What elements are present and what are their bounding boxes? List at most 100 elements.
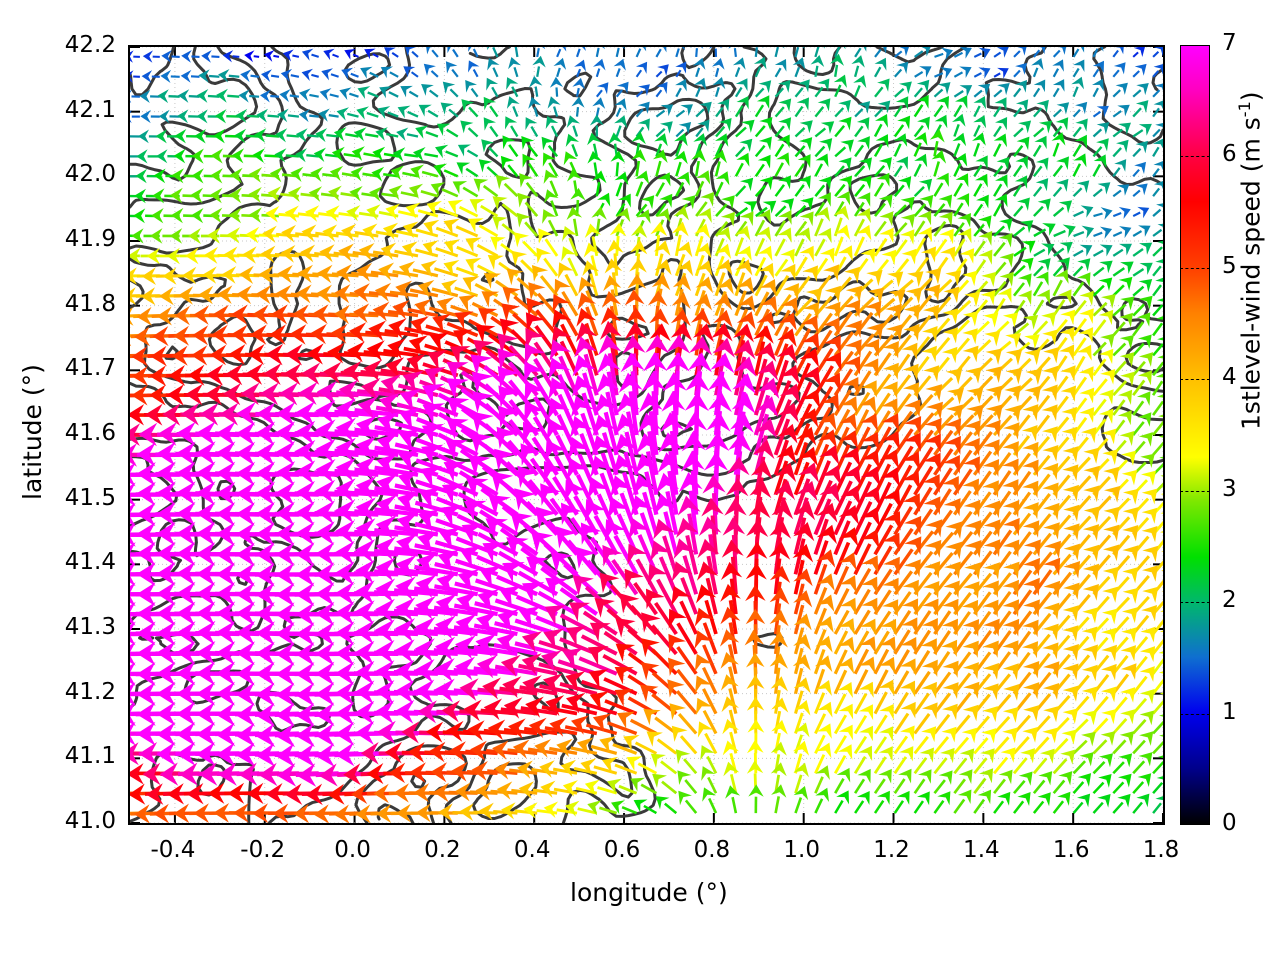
wind-arrow-head	[561, 246, 576, 262]
wind-arrow-shaft	[1112, 167, 1121, 177]
wind-arrow-head	[776, 344, 798, 364]
wind-arrow-head	[1153, 100, 1163, 110]
wind-arrow-shaft	[734, 105, 744, 118]
wind-arrow-head	[456, 162, 471, 175]
wind-arrow-head	[680, 451, 705, 472]
wind-arrow-shaft	[773, 343, 789, 376]
wind-arrow-head	[739, 138, 753, 152]
wind-arrow-head	[936, 96, 949, 110]
wind-arrow-head	[413, 147, 426, 162]
wind-arrow-shaft	[207, 94, 220, 98]
wind-arrow-head	[1098, 774, 1112, 788]
wind-arrow-head	[235, 582, 255, 607]
wind-arrow-shaft	[1052, 125, 1063, 138]
wind-arrow-head	[945, 541, 963, 560]
wind-arrow-head	[156, 701, 176, 726]
wind-arrow-shaft	[702, 644, 718, 675]
wind-arrow-head	[619, 593, 640, 614]
wind-arrow-shaft	[1072, 355, 1086, 377]
wind-arrow-shaft	[676, 646, 698, 675]
wind-arrow-shaft	[914, 50, 924, 58]
wind-arrow-head	[487, 47, 490, 51]
wind-arrow-shaft	[813, 498, 832, 536]
wind-arrow-head	[1098, 277, 1113, 291]
wind-arrow-shaft	[656, 738, 678, 755]
wind-arrow-head	[681, 47, 686, 51]
wind-arrow-head	[483, 117, 496, 131]
wind-arrow-head	[942, 476, 959, 495]
wind-arrow-head	[220, 402, 239, 426]
wind-arrow-shaft	[614, 763, 638, 775]
wind-arrow-shaft	[677, 713, 698, 735]
wind-arrow-shaft	[774, 125, 785, 138]
wind-arrow-head	[681, 431, 706, 452]
wind-arrow-head	[699, 101, 712, 115]
wind-arrow-head	[335, 581, 355, 606]
wind-arrow-shaft	[695, 201, 708, 217]
wind-arrow-shaft	[893, 691, 909, 715]
wind-arrow-shaft	[1132, 697, 1148, 715]
wind-arrow-head	[355, 518, 376, 543]
wind-arrow-head	[459, 545, 482, 568]
wind-arrow-head	[508, 718, 526, 739]
wind-arrow-head	[255, 285, 272, 305]
wind-arrow-head	[824, 301, 841, 320]
wind-arrow-head	[975, 155, 988, 169]
wind-arrow-shaft	[714, 237, 725, 257]
wind-arrow-head	[674, 133, 688, 147]
wind-arrow-shaft	[663, 511, 679, 555]
wind-arrow-shaft	[793, 422, 811, 456]
wind-arrow-head	[1118, 773, 1132, 788]
wind-arrow-head	[571, 395, 594, 418]
wind-arrow-head	[335, 540, 355, 565]
wind-arrow-head	[186, 783, 204, 805]
wind-arrow-head	[1062, 464, 1079, 482]
wind-arrow-head	[701, 766, 716, 781]
terrain-contour-line	[727, 259, 765, 295]
wind-arrow-head	[625, 307, 647, 324]
wind-arrow-head	[524, 343, 545, 366]
wind-arrow-shaft	[1033, 49, 1041, 58]
wind-arrow-head	[248, 187, 262, 203]
wind-arrow-head	[216, 562, 235, 587]
wind-arrow-head	[984, 330, 1001, 347]
wind-arrow-head	[260, 245, 276, 264]
wind-arrow-head	[198, 762, 218, 786]
wind-arrow-shaft	[893, 68, 903, 78]
wind-arrow-head	[899, 746, 914, 762]
wind-arrow-head	[816, 723, 832, 739]
wind-arrow-head	[822, 372, 841, 392]
wind-arrow-shaft	[913, 486, 933, 516]
wind-arrow-head	[256, 108, 268, 123]
x-tick-label: -0.2	[240, 837, 286, 863]
wind-arrow-shaft	[735, 126, 747, 138]
wind-arrow-head	[840, 446, 861, 467]
wind-arrow-shaft	[394, 249, 419, 258]
wind-arrow-shaft	[953, 202, 964, 217]
wind-arrow-head	[900, 196, 915, 211]
wind-arrow-head	[901, 248, 917, 265]
wind-arrow-head	[399, 388, 422, 411]
wind-arrow-head	[542, 209, 557, 224]
wind-arrow-head	[132, 366, 149, 387]
wind-arrow-head	[1118, 276, 1133, 291]
wind-arrow-head	[364, 48, 376, 60]
wind-arrow-head	[335, 417, 356, 442]
wind-arrow-head	[375, 680, 395, 704]
wind-arrow-shaft	[1072, 126, 1082, 138]
wind-arrow-shaft	[1132, 285, 1145, 297]
wind-arrow-head	[196, 501, 216, 526]
wind-arrow-head	[375, 578, 396, 603]
wind-arrow-head	[572, 77, 586, 90]
wind-arrow-shaft	[774, 143, 785, 158]
wind-arrow-shaft	[914, 70, 924, 78]
wind-arrow-head	[1061, 406, 1077, 423]
y-tick-label: 41.3	[64, 614, 116, 640]
wind-arrow-head	[525, 312, 545, 333]
wind-arrow-head	[922, 474, 940, 493]
wind-arrow-head	[130, 721, 136, 746]
wind-arrow-head	[1118, 753, 1133, 768]
wind-arrow-head	[823, 335, 841, 354]
wind-arrow-shaft	[514, 809, 538, 815]
wind-arrow-shaft	[1052, 737, 1069, 755]
